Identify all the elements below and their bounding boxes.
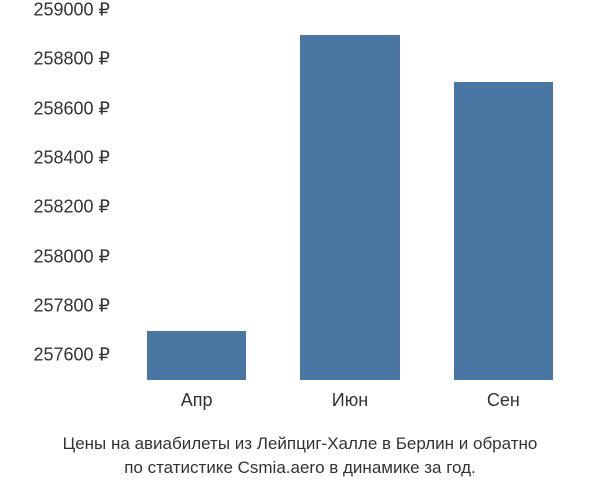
y-tick-label: 257600 ₽ (33, 345, 110, 366)
y-tick-label: 258000 ₽ (33, 246, 110, 267)
y-tick-label: 258800 ₽ (33, 49, 110, 70)
price-chart: 257600 ₽ 257800 ₽ 258000 ₽ 258200 ₽ 258400 ₽… (0, 10, 600, 420)
y-axis: 257600 ₽ 257800 ₽ 258000 ₽ 258200 ₽ 258400 ₽… (0, 10, 120, 380)
y-tick-label: 258400 ₽ (33, 148, 110, 169)
plot-area (120, 10, 580, 380)
x-tick-label: Апр (181, 390, 213, 411)
y-tick-label: 259000 ₽ (33, 0, 110, 21)
y-tick-label: 257800 ₽ (33, 296, 110, 317)
caption-line-1: Цены на авиабилеты из Лейпциг-Халле в Бе… (0, 432, 600, 456)
bar (454, 82, 554, 380)
bar (300, 35, 400, 380)
x-axis: Апр Июн Сен (120, 390, 580, 420)
x-tick-label: Сен (487, 390, 520, 411)
y-tick-label: 258600 ₽ (33, 98, 110, 119)
bar (147, 331, 247, 380)
caption-line-2: по статистике Csmia.aero в динамике за г… (0, 456, 600, 480)
y-tick-label: 258200 ₽ (33, 197, 110, 218)
chart-caption: Цены на авиабилеты из Лейпциг-Халле в Бе… (0, 432, 600, 480)
x-tick-label: Июн (332, 390, 368, 411)
